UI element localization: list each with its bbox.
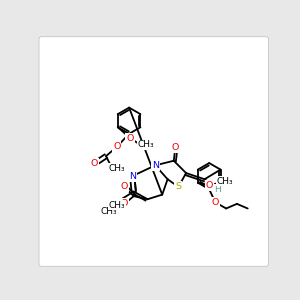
Text: N: N — [152, 161, 159, 170]
Text: O: O — [91, 159, 98, 168]
Text: CH₃: CH₃ — [109, 164, 125, 173]
Text: CH₃: CH₃ — [101, 207, 117, 216]
Text: S: S — [176, 182, 182, 191]
Text: H: H — [214, 185, 221, 194]
Text: O: O — [172, 143, 179, 152]
Text: O: O — [113, 142, 121, 152]
Text: CH₃: CH₃ — [109, 201, 125, 210]
Text: O: O — [212, 198, 219, 207]
Text: O: O — [121, 200, 128, 208]
Text: CH₃: CH₃ — [137, 140, 154, 149]
Text: O: O — [206, 181, 213, 190]
Text: O: O — [121, 182, 128, 191]
Text: CH₃: CH₃ — [217, 177, 233, 186]
FancyBboxPatch shape — [39, 37, 268, 266]
Text: N: N — [129, 172, 136, 181]
Text: O: O — [126, 134, 134, 142]
